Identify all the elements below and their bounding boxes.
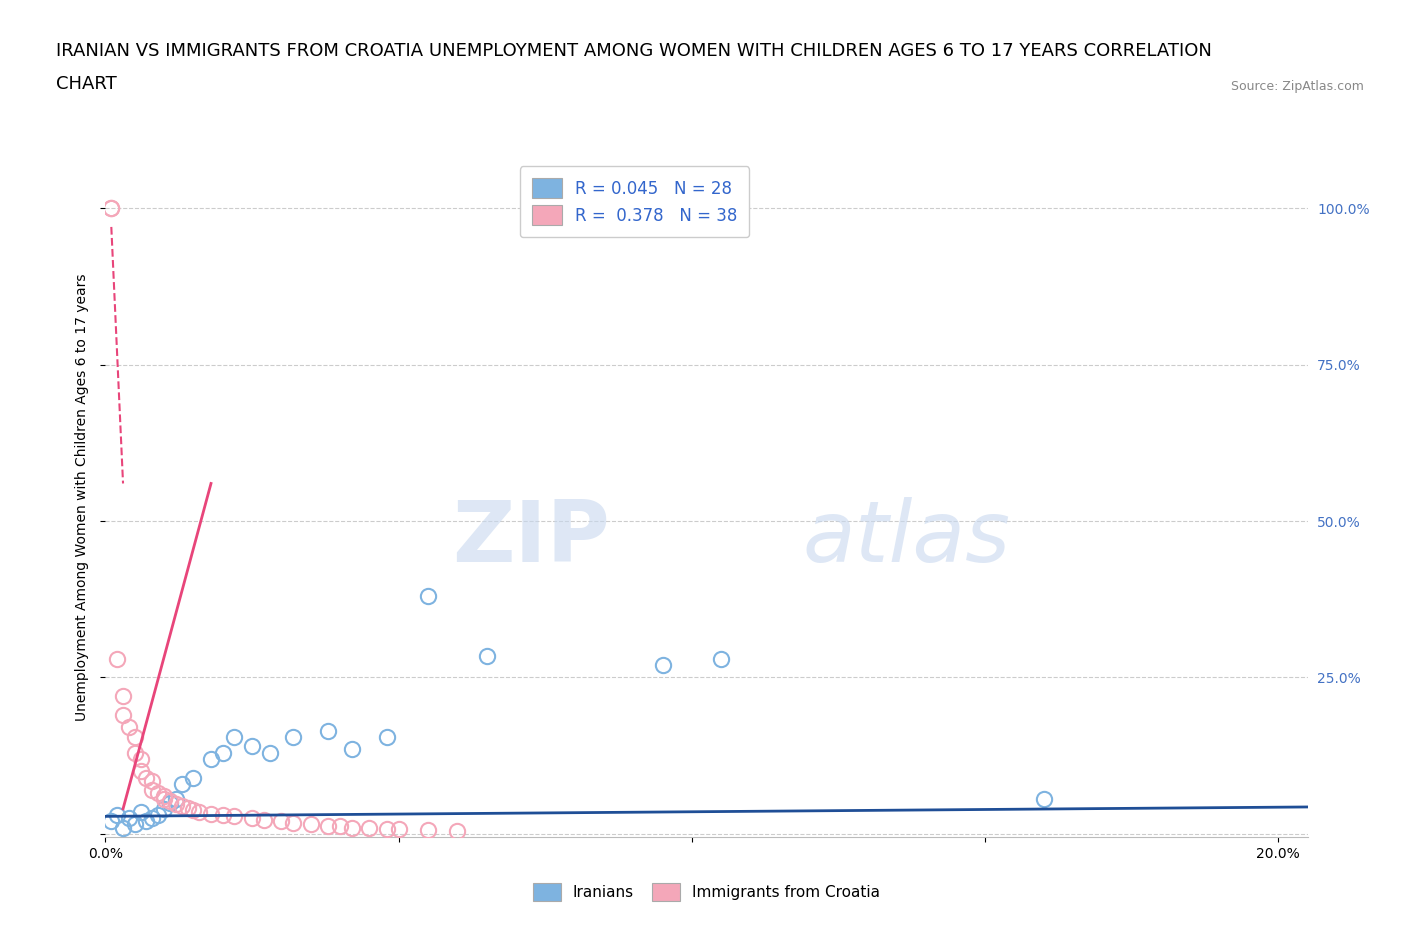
Text: Source: ZipAtlas.com: Source: ZipAtlas.com xyxy=(1230,80,1364,93)
Text: atlas: atlas xyxy=(803,497,1011,579)
Text: IRANIAN VS IMMIGRANTS FROM CROATIA UNEMPLOYMENT AMONG WOMEN WITH CHILDREN AGES 6: IRANIAN VS IMMIGRANTS FROM CROATIA UNEMP… xyxy=(56,43,1212,60)
Text: ZIP: ZIP xyxy=(453,497,610,579)
Y-axis label: Unemployment Among Women with Children Ages 6 to 17 years: Unemployment Among Women with Children A… xyxy=(75,273,89,722)
Text: CHART: CHART xyxy=(56,75,117,93)
Legend: Iranians, Immigrants from Croatia: Iranians, Immigrants from Croatia xyxy=(527,877,886,908)
